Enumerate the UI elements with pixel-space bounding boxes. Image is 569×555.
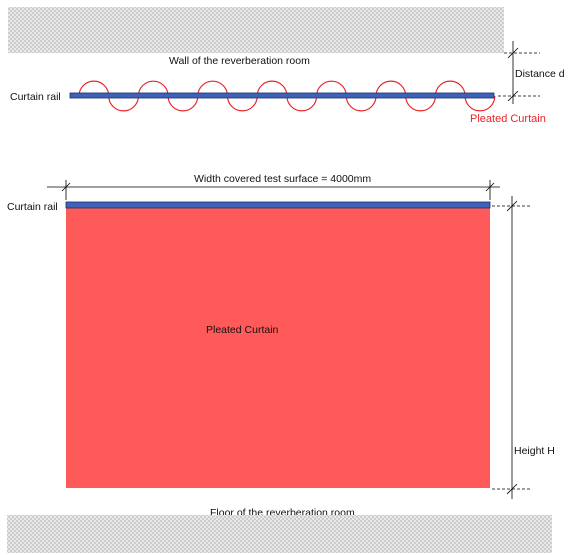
height-tick-bottom: [506, 483, 518, 495]
distance-label: Distance d: [515, 68, 565, 80]
curtain-rail-top-label: Curtain rail: [10, 91, 61, 103]
distance-tick-top: [507, 47, 519, 59]
curtain-rail-front: [65, 201, 491, 209]
wall-label: Wall of the reverberation room: [169, 55, 310, 67]
pleated-curtain-front: [66, 206, 490, 488]
pleated-curtain-front-label: Pleated Curtain: [206, 324, 279, 336]
curtain-rail-front-label: Curtain rail: [7, 201, 58, 213]
floor-hatch: [7, 515, 552, 553]
distance-tick-bottom: [507, 90, 519, 102]
width-label: Width covered test surface = 4000mm: [194, 173, 371, 185]
wall-hatch: [8, 7, 504, 53]
height-label: Height H: [514, 445, 555, 457]
pleated-curtain-top-label: Pleated Curtain: [470, 113, 546, 125]
height-tick-top: [506, 200, 518, 212]
width-tick-left: [61, 182, 71, 192]
width-tick-right: [485, 182, 495, 192]
curtain-rail-top: [69, 92, 495, 99]
